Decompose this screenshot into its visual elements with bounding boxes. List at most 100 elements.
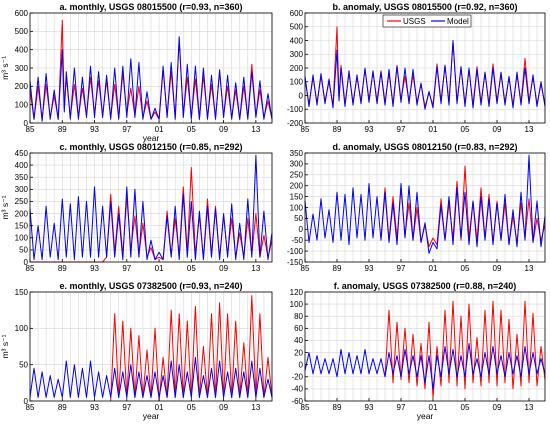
y-tick-label: 120 (290, 288, 304, 297)
x-tick-label: 97 (122, 264, 131, 273)
y-tick-label: 100 (15, 234, 29, 243)
y-tick-label: 0 (299, 91, 304, 100)
x-tick-label: 85 (26, 125, 35, 134)
y-tick-label: 100 (290, 78, 304, 87)
y-tick-label: -200 (287, 119, 304, 128)
x-tick-label: 93 (365, 125, 374, 134)
y-tick-label: 600 (290, 9, 304, 18)
x-tick-label: 93 (365, 403, 374, 412)
y-tick-label: 100 (290, 203, 304, 212)
y-tick-label: 300 (15, 185, 29, 194)
y-tick-label: 400 (290, 36, 304, 45)
y-tick-label: 600 (15, 9, 29, 18)
panel-a-series-model (29, 36, 273, 122)
x-tick-label: 01 (429, 125, 438, 134)
panel-c-series-model (29, 154, 273, 261)
y-tick-label: 350 (290, 149, 304, 158)
x-tick-label: 13 (251, 264, 260, 273)
y-tick-label: 200 (15, 82, 29, 91)
y-tick-label: -20 (291, 373, 303, 382)
x-tick-label: 09 (493, 403, 502, 412)
panel-f: -60 -40 -20 0 20 40 60 80 100 120 85 89 93 97 01 05 09 13… (290, 281, 546, 421)
y-tick-label: -60 (291, 397, 303, 406)
x-tick-label: 13 (251, 403, 260, 412)
x-tick-label: 89 (333, 403, 342, 412)
x-tick-label: 05 (461, 264, 470, 273)
y-tick-label: 100 (15, 324, 29, 333)
x-tick-label: 89 (58, 264, 67, 273)
x-tick-label: 89 (58, 125, 67, 134)
y-tick-label: 50 (19, 360, 28, 369)
panel-f-title: f. anomaly, USGS 07382500 (r=0.88, n=240… (334, 281, 516, 291)
y-tick-label: -100 (287, 105, 304, 114)
x-tick-label: 85 (301, 403, 310, 412)
y-tick-label: 150 (290, 192, 304, 201)
y-tick-label: 150 (15, 288, 29, 297)
panel-a-title: a. monthly, USGS 08015500 (r=0.93, n=360… (60, 2, 243, 12)
y-tick-label: 200 (290, 64, 304, 73)
x-tick-label: 93 (90, 403, 99, 412)
x-tick-label: 89 (58, 403, 67, 412)
x-tick-label: 97 (122, 125, 131, 134)
panel-e-title: e. monthly, USGS 07382500 (r=0.93, n=240… (60, 281, 243, 291)
panel-a-xlabel: year (143, 133, 160, 143)
x-tick-label: 89 (333, 125, 342, 134)
y-tick-label: 60 (294, 324, 303, 333)
x-tick-label: 97 (397, 264, 406, 273)
y-tick-label: -100 (287, 247, 304, 256)
panel-c-ylabel: m³ s⁻¹ (0, 195, 10, 219)
y-tick-label: 400 (15, 45, 29, 54)
panel-e: 0 50 100 150 85 89 93 97 01 05 09 13 e. monthly, USG… (0, 281, 273, 421)
panel-d-grid (304, 152, 546, 263)
x-tick-label: 05 (187, 403, 196, 412)
y-tick-label: 500 (15, 27, 29, 36)
x-tick-label: 93 (90, 125, 99, 134)
x-tick-label: 01 (429, 403, 438, 412)
panel-d-series-model (304, 154, 546, 254)
x-tick-label: 13 (251, 125, 260, 134)
y-tick-label: 0 (299, 360, 304, 369)
x-tick-label: 05 (461, 125, 470, 134)
x-tick-label: 85 (26, 403, 35, 412)
x-tick-label: 09 (219, 264, 228, 273)
x-tick-label: 01 (155, 403, 164, 412)
y-tick-label: 40 (294, 336, 303, 345)
x-tick-label: 93 (90, 264, 99, 273)
panel-f-grid (304, 291, 546, 402)
panel-f-series-usgs (384, 300, 546, 399)
x-tick-label: 09 (219, 403, 228, 412)
panel-d-title: d. anomaly, USGS 08012150 (r=0.83, n=292… (333, 142, 518, 152)
x-tick-label: 97 (122, 403, 131, 412)
legend: USGS Model (382, 14, 472, 28)
y-tick-label: 0 (299, 225, 304, 234)
panel-e-xlabel: year (143, 411, 160, 421)
y-tick-label: 100 (290, 300, 304, 309)
x-tick-label: 13 (525, 403, 534, 412)
y-tick-label: 300 (15, 64, 29, 73)
panel-e-frame (29, 291, 273, 402)
legend-label-usgs: USGS (403, 17, 426, 26)
y-tick-label: -50 (291, 236, 303, 245)
y-tick-label: 450 (15, 149, 29, 158)
x-tick-label: 93 (365, 264, 374, 273)
x-tick-label: 85 (301, 264, 310, 273)
y-tick-label: 250 (15, 197, 29, 206)
y-tick-label: 50 (294, 214, 303, 223)
panel-a: 0 100 200 300 400 500 600 85 89 93 97 01 05 09 13 a. mo… (0, 2, 273, 143)
x-tick-label: 09 (493, 264, 502, 273)
panel-c-title: c. monthly, USGS 08012150 (r=0.85, n=292… (60, 142, 243, 152)
y-tick-label: 50 (19, 246, 28, 255)
x-tick-label: 13 (525, 264, 534, 273)
y-tick-label: 0 (24, 119, 29, 128)
y-tick-label: 300 (290, 50, 304, 59)
legend-box (382, 14, 472, 28)
panel-c-frame (29, 152, 273, 263)
y-tick-label: 300 (290, 160, 304, 169)
x-tick-label: 09 (219, 125, 228, 134)
x-tick-label: 97 (397, 403, 406, 412)
panel-c: 0 50 100 150 200 250 300 350 400 450 85 89 93 97 01 05 0… (0, 142, 273, 273)
y-tick-label: -40 (291, 385, 303, 394)
x-tick-label: 85 (301, 125, 310, 134)
